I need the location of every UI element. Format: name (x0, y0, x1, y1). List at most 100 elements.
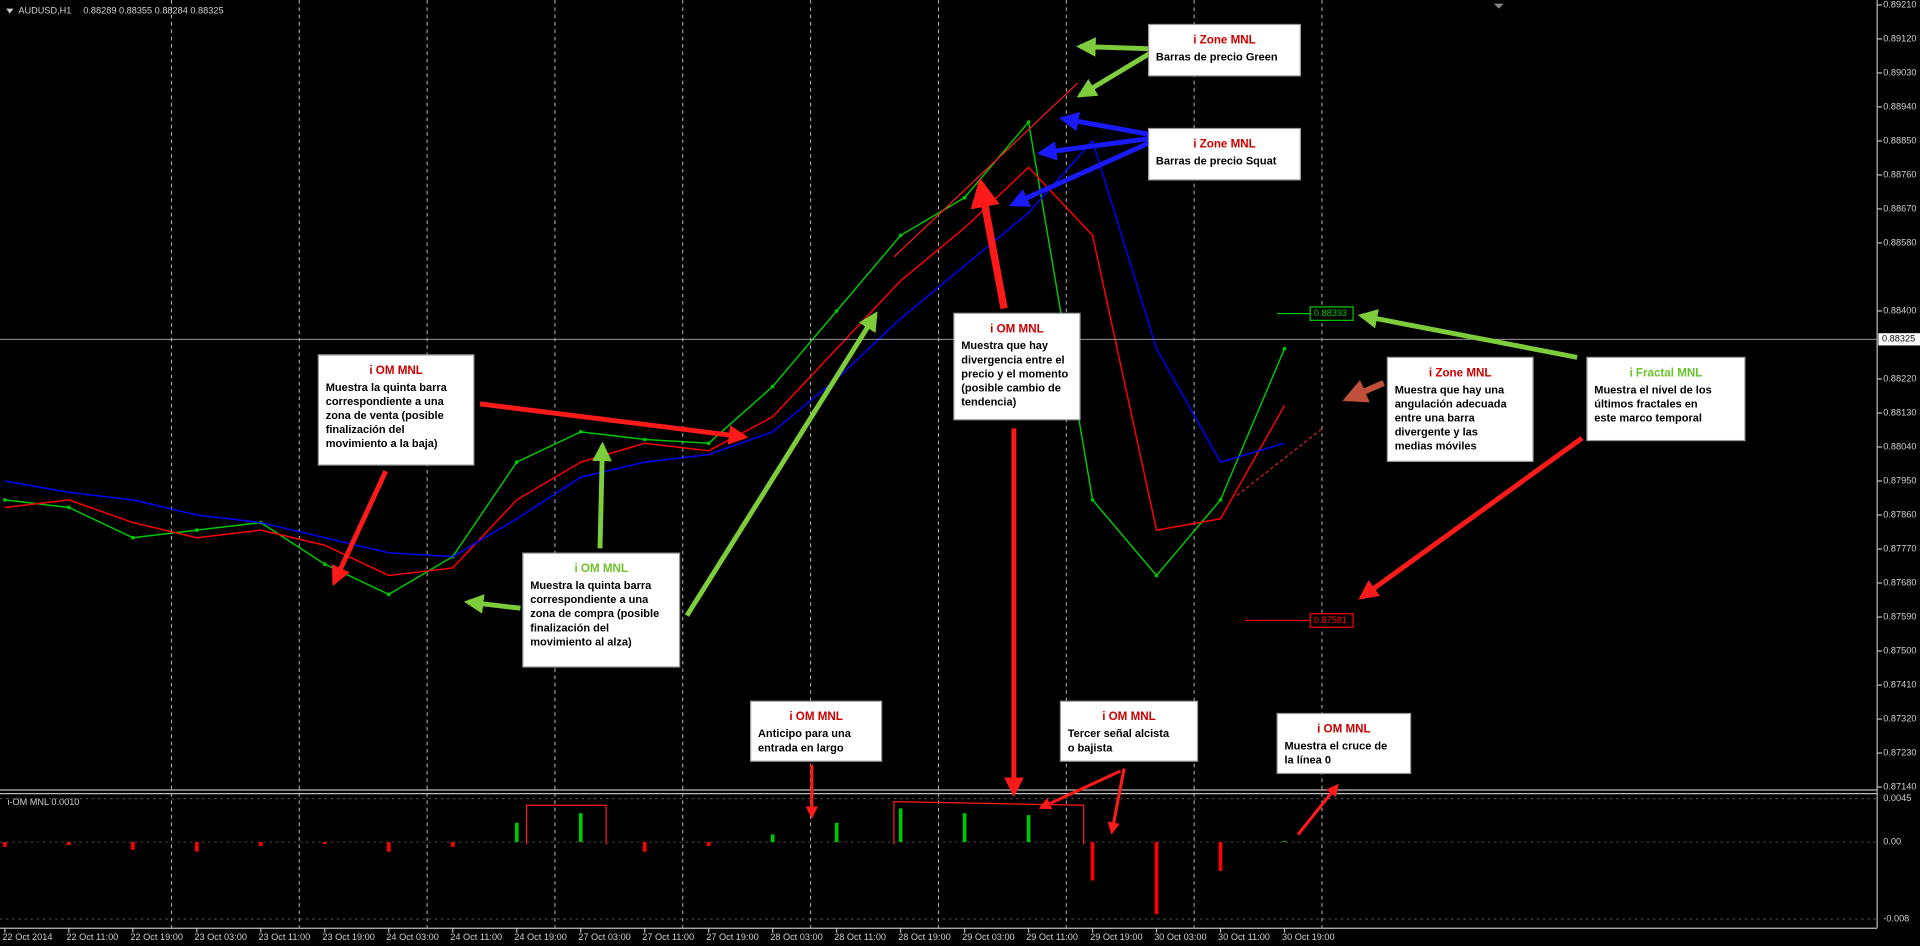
y-tick-label: 0.88850 (1883, 135, 1916, 145)
x-tick-label: 29 Oct 19:00 (1090, 932, 1143, 942)
y-tick-label: 0.87500 (1883, 645, 1916, 655)
y-tick-label: 0.88400 (1883, 305, 1916, 315)
indicator-bar (898, 808, 903, 843)
scroll-marker (1493, 3, 1504, 9)
y-tick-label: 0.88130 (1883, 407, 1916, 417)
annotation-text: (posible cambio de (961, 382, 1061, 394)
annotation-title: i OM MNL (369, 364, 423, 377)
arrow (1107, 768, 1126, 835)
arrow (1342, 379, 1385, 403)
annotation-text: finalización del (530, 622, 609, 634)
y-tick-label: 0.0045 (1883, 793, 1911, 803)
annotation-text: movimiento a la baja) (326, 438, 438, 450)
indicator-bar (67, 842, 71, 845)
annotation-box (750, 700, 883, 762)
fractal-label: 0.88393 (1314, 308, 1347, 318)
y-tick-label: 0.88670 (1883, 203, 1916, 213)
fractal-box (1309, 613, 1354, 628)
indicator-bar (1218, 842, 1223, 871)
x-tick-label: 27 Oct 11:00 (642, 932, 694, 942)
annotation-text: medias móviles (1395, 441, 1477, 453)
annotation-title: i OM MNL (1102, 710, 1156, 723)
indicator-bar (195, 842, 199, 852)
price-point (1154, 573, 1159, 578)
annotation-text: angulación adecuada (1395, 398, 1508, 410)
y-tick-label: 0.88220 (1883, 373, 1916, 383)
x-tick-label: 23 Oct 19:00 (322, 932, 375, 942)
arrow (1358, 436, 1584, 600)
annotation-text: precio y el momento (961, 368, 1068, 380)
fractal-box (1309, 306, 1354, 321)
annotation-text: entrada en largo (758, 742, 844, 754)
x-tick-label: 28 Oct 03:00 (770, 932, 823, 942)
annotation-text: correspondiente a una (530, 594, 649, 606)
y-tick-label: 0.88760 (1883, 169, 1916, 179)
annotation-box (1147, 127, 1302, 181)
annotation-text: o bajista (1068, 742, 1114, 754)
price-point (195, 528, 199, 532)
menu-triangle (6, 8, 14, 14)
annotation-title: i OM MNL (990, 322, 1044, 335)
x-tick-label: 24 Oct 11:00 (450, 932, 502, 942)
annotation-text: Barras de precio Green (1156, 51, 1278, 63)
indicator-bar (578, 813, 583, 843)
annotation-title: i OM MNL (1317, 722, 1371, 735)
indicator-bar (706, 842, 711, 846)
arrow (1059, 111, 1152, 138)
annotation-text: últimos fractales en (1594, 398, 1698, 410)
annotation-box (522, 552, 681, 668)
annotation-text: Barras de precio Squat (1156, 155, 1277, 167)
current-price-label: 0.88325 (1882, 334, 1915, 344)
x-tick-label: 30 Oct 19:00 (1282, 932, 1335, 942)
arrow (592, 441, 612, 549)
arrow (1076, 50, 1153, 98)
annotation-text: Muestra la quinta barra (326, 382, 448, 394)
price-point (1026, 120, 1031, 124)
x-tick-label: 27 Oct 03:00 (578, 932, 631, 942)
y-tick-label: 0.87770 (1883, 543, 1916, 553)
indicator-bar (514, 822, 519, 843)
x-tick-label: 24 Oct 03:00 (386, 932, 439, 942)
trend-line (893, 82, 1078, 258)
indicator-bar (1154, 842, 1159, 915)
annotation-text: Muestra que hay una (1395, 384, 1505, 396)
annotation-text: entre una barra (1395, 412, 1476, 424)
annotation-text: Anticipo para una (758, 728, 852, 740)
annotation-title: i Zone MNL (1429, 366, 1492, 379)
x-tick-label: 27 Oct 19:00 (706, 932, 759, 942)
price-point (578, 430, 583, 434)
annotation-box (953, 312, 1081, 421)
x-tick-label: 22 Oct 19:00 (130, 932, 183, 942)
annotation-box (1059, 700, 1199, 762)
y-tick-label: 0.87230 (1883, 748, 1916, 758)
annotation-box (1147, 23, 1302, 77)
indicator-bar (322, 842, 327, 844)
indicator-bar (642, 842, 647, 852)
indicator-bar (834, 822, 839, 843)
annotation-text: zona de venta (posible (326, 410, 444, 422)
highlight-box (525, 804, 607, 845)
y-tick-label: 0.87320 (1883, 713, 1916, 723)
arrow (1357, 309, 1578, 360)
x-tick-label: 30 Oct 03:00 (1154, 932, 1207, 942)
annotation-text: este marco temporal (1594, 412, 1702, 424)
annotation-text: Muestra el nivel de los (1594, 384, 1711, 396)
annotations: i Zone MNL Barras de precio Green i Zone M… (317, 23, 1746, 775)
highlight-box (893, 800, 1085, 845)
annotation-text: divergencia entre el (961, 354, 1064, 366)
price-point (322, 562, 327, 566)
x-tick-label: 22 Oct 11:00 (66, 932, 118, 942)
arrow (1076, 37, 1155, 57)
y-tick-label: 0.89210 (1883, 0, 1916, 9)
x-tick-label: 23 Oct 03:00 (194, 932, 247, 942)
price-point (1090, 498, 1095, 502)
annotation-title: i Zone MNL (1193, 33, 1256, 46)
indicator-bar (1282, 841, 1287, 843)
quote: 0.88289 0.88355 0.88284 0.88325 (83, 5, 223, 15)
price-point (1282, 346, 1287, 351)
price-point (834, 309, 839, 313)
y-tick-label: 0.87410 (1883, 679, 1916, 689)
